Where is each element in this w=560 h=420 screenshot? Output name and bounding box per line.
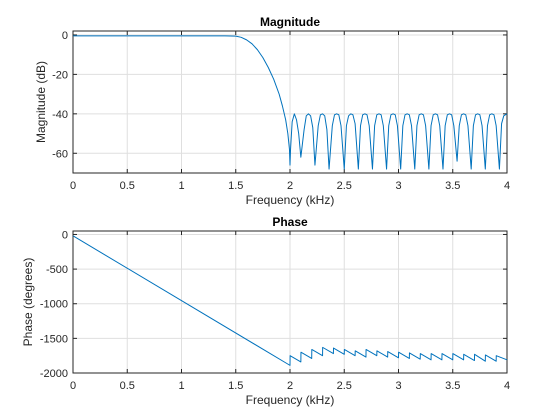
phase-series — [72, 235, 508, 366]
phase-ytick-label: -1000 — [40, 299, 68, 311]
magnitude-series — [73, 35, 508, 170]
phase-ticks: 0 0.5 1 1.5 2 2.5 3 3.5 4 0 -500 -1000 -1500 -2000 — [40, 229, 510, 392]
phase-xtick-label: 1.5 — [228, 380, 243, 392]
magnitude-xtick-label: 3 — [395, 180, 401, 192]
magnitude-xtick-label: 0 — [70, 180, 76, 192]
magnitude-xtick-label: 1 — [178, 180, 184, 192]
magnitude-xtick-label: 4 — [504, 180, 510, 192]
magnitude-ytick-label: 0 — [62, 30, 68, 42]
phase-series-line — [72, 235, 508, 366]
phase-xtick-label: 3 — [395, 380, 401, 392]
magnitude-xtick-label: 1.5 — [228, 180, 243, 192]
phase-xtick-label: 0 — [70, 380, 76, 392]
magnitude-xtick-label: 2.5 — [337, 180, 352, 192]
phase-title: Phase — [272, 215, 308, 229]
magnitude-ytick-label: -20 — [52, 69, 68, 81]
magnitude-ylabel: Magnitude (dB) — [34, 61, 48, 143]
magnitude-ytick-label: -40 — [52, 109, 68, 121]
phase-xtick-label: 2 — [287, 380, 293, 392]
phase-ytick-label: -1500 — [40, 333, 68, 345]
phase-xtick-label: 0.5 — [120, 380, 135, 392]
magnitude-xtick-label: 0.5 — [120, 180, 135, 192]
phase-ylabel: Phase (degrees) — [21, 258, 35, 347]
magnitude-plot: Magnitude 0 0.5 1 1.5 2 2.5 3 3.5 4 0 -20 -40 -60 Fr… — [34, 15, 510, 207]
phase-xtick-label: 1 — [178, 380, 184, 392]
phase-ytick-label: -500 — [46, 264, 68, 276]
magnitude-series-line — [73, 35, 508, 170]
magnitude-title: Magnitude — [260, 15, 320, 29]
phase-ytick-label: 0 — [62, 229, 68, 241]
magnitude-xtick-label: 2 — [287, 180, 293, 192]
phase-plot: Phase 0 0.5 1 1.5 2 2.5 3 3.5 4 0 -500 -1000 -1500 -2… — [21, 215, 510, 407]
phase-xtick-label: 2.5 — [337, 380, 352, 392]
phase-ytick-label: -2000 — [40, 368, 68, 380]
magnitude-xlabel: Frequency (kHz) — [246, 193, 335, 207]
phase-xlabel: Frequency (kHz) — [246, 393, 335, 407]
magnitude-ticks: 0 0.5 1 1.5 2 2.5 3 3.5 4 0 -20 -40 -60 — [52, 30, 510, 192]
magnitude-ytick-label: -60 — [52, 148, 68, 160]
phase-grid — [72, 231, 508, 374]
phase-xtick-label: 3.5 — [445, 380, 460, 392]
phase-xtick-label: 4 — [504, 380, 510, 392]
magnitude-xtick-label: 3.5 — [445, 180, 460, 192]
